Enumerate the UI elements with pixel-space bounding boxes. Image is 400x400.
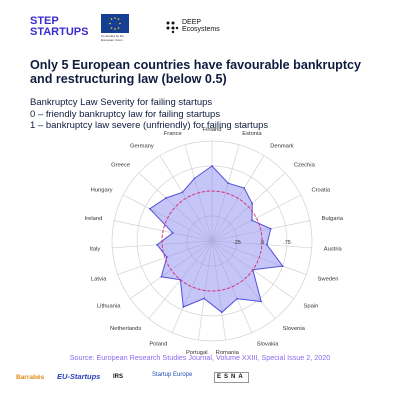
category-label: Austria bbox=[324, 247, 343, 253]
category-label: France bbox=[164, 131, 182, 137]
category-label: Spain bbox=[304, 304, 319, 310]
category-label: Denmark bbox=[270, 143, 294, 149]
eu-startups-logo: EU-Startups bbox=[57, 372, 101, 381]
category-label: Lithuania bbox=[97, 304, 121, 310]
deep-logo-icon bbox=[165, 20, 179, 34]
data-point bbox=[211, 165, 213, 167]
header-logos: STEP STARTUPS Co-funded by the European … bbox=[0, 0, 400, 50]
data-point bbox=[181, 191, 184, 194]
data-point bbox=[148, 207, 151, 210]
data-point bbox=[182, 306, 185, 308]
radar-series bbox=[148, 165, 284, 314]
data-point bbox=[251, 219, 253, 222]
tick-label: .25 bbox=[233, 240, 241, 246]
eu-cofunded-note: Co-funded by the European Union bbox=[101, 34, 125, 42]
data-point bbox=[260, 300, 263, 303]
category-label: Czechia bbox=[294, 163, 316, 169]
category-label: Greece bbox=[111, 163, 130, 169]
subtitle-line: 1 – bankruptcy law severe (unfriendly) f… bbox=[30, 120, 269, 131]
category-label: Estonia bbox=[242, 131, 262, 137]
data-point bbox=[193, 177, 196, 180]
data-point bbox=[165, 197, 167, 199]
data-point bbox=[227, 182, 230, 185]
category-label: Croatia bbox=[311, 187, 330, 193]
data-point bbox=[156, 243, 159, 246]
partner-logos: Barrabés EU-Startups IRS Startup Europe … bbox=[0, 362, 400, 400]
source-note: Source: European Research Studies Journa… bbox=[69, 353, 331, 362]
eu-stars bbox=[109, 17, 121, 30]
data-point bbox=[265, 243, 268, 246]
data-point bbox=[203, 297, 206, 300]
barrabes-logo: Barrabés bbox=[16, 374, 45, 381]
data-point bbox=[220, 311, 223, 314]
data-point bbox=[281, 265, 284, 268]
category-label: Sweden bbox=[318, 277, 339, 283]
category-label: Bulgaria bbox=[322, 216, 344, 222]
eu-flag-logo bbox=[101, 14, 129, 33]
data-point bbox=[269, 227, 272, 230]
category-label: Ireland bbox=[85, 216, 103, 222]
category-label: Hungary bbox=[91, 187, 113, 193]
data-point bbox=[251, 202, 254, 205]
startup-europe-logo: Startup Europe bbox=[152, 372, 193, 378]
category-label: Portugal bbox=[186, 350, 208, 356]
tick-label: .75 bbox=[283, 240, 291, 246]
category-label: Romania bbox=[216, 350, 240, 356]
subtitle-line: 0 – friendly bankruptcy law for failing … bbox=[30, 108, 221, 120]
category-label: Slovakia bbox=[257, 342, 280, 348]
category-label: Finland bbox=[202, 127, 221, 133]
category-label: Latvia bbox=[91, 277, 107, 283]
category-label: Poland bbox=[149, 342, 167, 348]
deep-logo-text: DEEP Ecosystems bbox=[182, 19, 220, 33]
radar-labels: .25 .5 .75 Finland Estonia Denmark Czechia Croa… bbox=[85, 127, 344, 356]
subtitle-line: Bankruptcy Law Severity for failing star… bbox=[30, 97, 213, 108]
category-label: Germany bbox=[130, 143, 154, 149]
chart-title: Only 5 European countries have favourabl… bbox=[30, 58, 362, 86]
esna-logo: ESNA bbox=[214, 372, 249, 383]
chart-subtitle: Bankruptcy Law Severity for failing star… bbox=[30, 97, 380, 132]
category-label: Italy bbox=[90, 247, 101, 253]
series-area bbox=[149, 165, 284, 313]
step-startups-logo: STEP STARTUPS bbox=[30, 15, 89, 38]
threshold-ring bbox=[161, 190, 263, 292]
category-label: Netherlands bbox=[110, 326, 141, 332]
data-point bbox=[165, 256, 168, 258]
data-point bbox=[160, 275, 163, 278]
data-point bbox=[171, 231, 174, 234]
data-point bbox=[236, 297, 238, 300]
tick-label: .5 bbox=[260, 240, 265, 246]
data-point bbox=[243, 187, 246, 189]
irs-logo: IRS bbox=[113, 374, 124, 380]
category-label: Slovenia bbox=[283, 326, 306, 332]
